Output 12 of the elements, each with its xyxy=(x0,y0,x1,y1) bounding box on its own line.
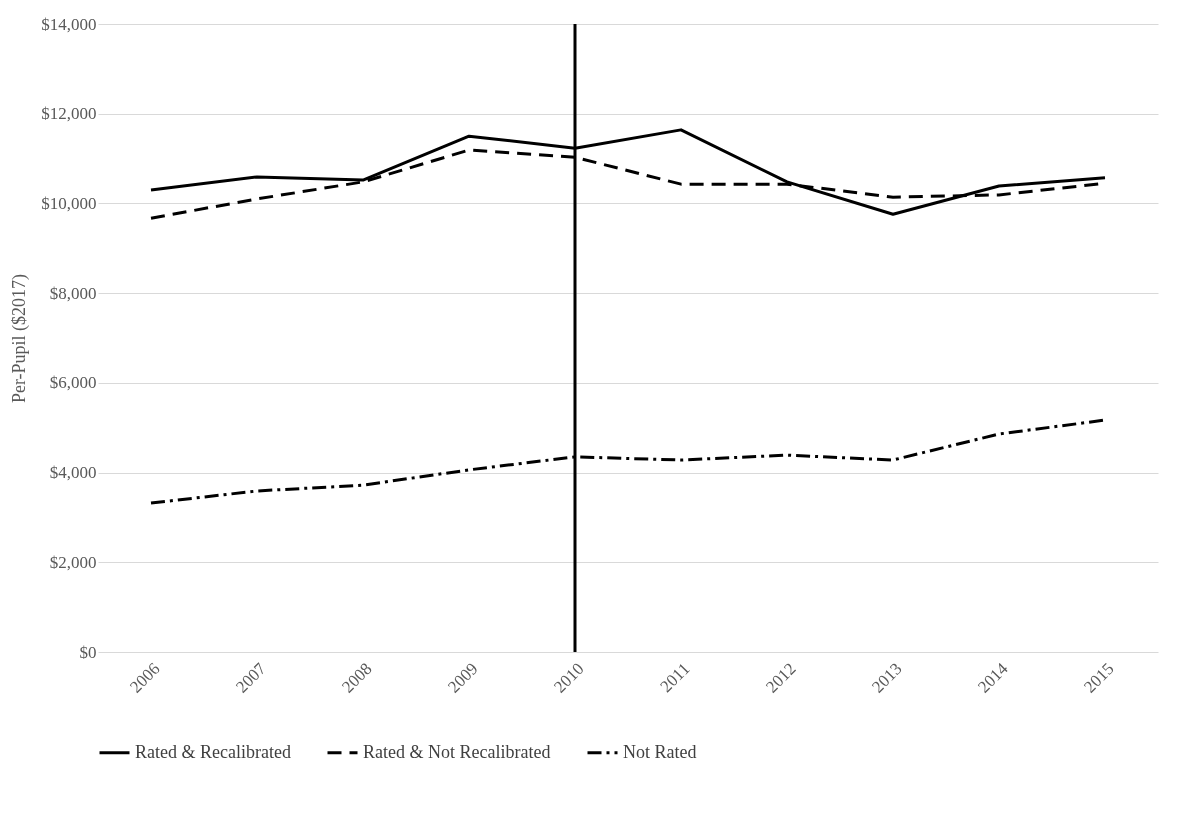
y-axis-title: Per-Pupil ($2017) xyxy=(9,273,31,404)
legend-label: Not Rated xyxy=(623,741,697,762)
y-tick-label: $12,000 xyxy=(41,104,97,124)
y-tick-label: $4,000 xyxy=(49,463,97,483)
y-tick-label: $14,000 xyxy=(41,14,97,34)
y-tick-label: $2,000 xyxy=(49,552,97,572)
legend-label: Rated & Not Recalibrated xyxy=(363,741,551,762)
y-tick-label: $10,000 xyxy=(41,193,97,213)
y-tick-label: $0 xyxy=(79,642,97,662)
y-tick-label: $6,000 xyxy=(49,373,97,393)
legend-label: Rated & Recalibrated xyxy=(135,741,291,762)
y-tick-label: $8,000 xyxy=(49,283,97,303)
